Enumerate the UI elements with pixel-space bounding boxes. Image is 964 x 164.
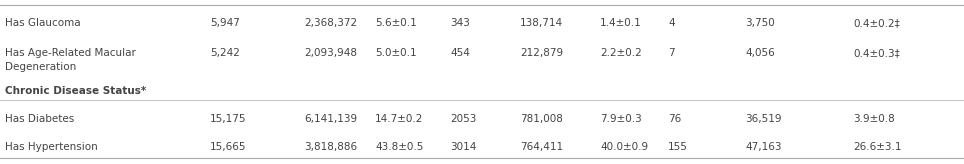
Text: 5.6±0.1: 5.6±0.1 (375, 18, 416, 28)
Text: 3014: 3014 (450, 142, 476, 152)
Text: 14.7±0.2: 14.7±0.2 (375, 114, 423, 124)
Text: Has Glaucoma: Has Glaucoma (5, 18, 81, 28)
Text: 6,141,139: 6,141,139 (304, 114, 357, 124)
Text: 7.9±0.3: 7.9±0.3 (600, 114, 642, 124)
Text: Degeneration: Degeneration (5, 62, 76, 72)
Text: Has Diabetes: Has Diabetes (5, 114, 74, 124)
Text: 155: 155 (668, 142, 688, 152)
Text: 7: 7 (668, 48, 675, 58)
Text: 4: 4 (668, 18, 675, 28)
Text: 3,750: 3,750 (745, 18, 775, 28)
Text: 47,163: 47,163 (745, 142, 782, 152)
Text: Has Hypertension: Has Hypertension (5, 142, 97, 152)
Text: 40.0±0.9: 40.0±0.9 (600, 142, 648, 152)
Text: 2,368,372: 2,368,372 (304, 18, 357, 28)
Text: 0.4±0.2‡: 0.4±0.2‡ (853, 18, 899, 28)
Text: 36,519: 36,519 (745, 114, 782, 124)
Text: 15,665: 15,665 (210, 142, 247, 152)
Text: 0.4±0.3‡: 0.4±0.3‡ (853, 48, 899, 58)
Text: 138,714: 138,714 (520, 18, 563, 28)
Text: 212,879: 212,879 (520, 48, 563, 58)
Text: 5,947: 5,947 (210, 18, 240, 28)
Text: 1.4±0.1: 1.4±0.1 (600, 18, 642, 28)
Text: Chronic Disease Status*: Chronic Disease Status* (5, 86, 147, 96)
Text: 454: 454 (450, 48, 469, 58)
Text: 26.6±3.1: 26.6±3.1 (853, 142, 901, 152)
Text: 2.2±0.2: 2.2±0.2 (600, 48, 642, 58)
Text: 3,818,886: 3,818,886 (304, 142, 357, 152)
Text: 5.0±0.1: 5.0±0.1 (375, 48, 416, 58)
Text: 76: 76 (668, 114, 682, 124)
Text: Has Age-Related Macular: Has Age-Related Macular (5, 48, 136, 58)
Text: 2053: 2053 (450, 114, 476, 124)
Text: 15,175: 15,175 (210, 114, 247, 124)
Text: 343: 343 (450, 18, 469, 28)
Text: 781,008: 781,008 (520, 114, 563, 124)
Text: 4,056: 4,056 (745, 48, 775, 58)
Text: 764,411: 764,411 (520, 142, 563, 152)
Text: 2,093,948: 2,093,948 (304, 48, 357, 58)
Text: 3.9±0.8: 3.9±0.8 (853, 114, 895, 124)
Text: 5,242: 5,242 (210, 48, 240, 58)
Text: 43.8±0.5: 43.8±0.5 (375, 142, 423, 152)
